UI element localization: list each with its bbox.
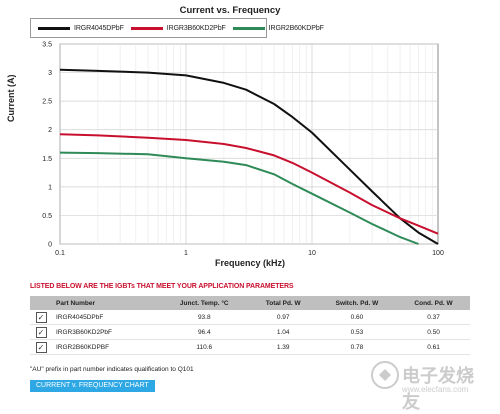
y-tick-label: 0.5 <box>42 213 52 220</box>
table-row: ✓ IRGR2B60KDPBF 110.6 1.39 0.78 0.61 <box>30 339 470 355</box>
part-number-cell: IRGR2B60KDPBF <box>52 339 159 355</box>
chart-legend: IRGR4045DPbF IRGR3B60KD2PbF IRGR2B60KDPb… <box>30 18 324 38</box>
y-tick-label: 2.5 <box>42 99 52 106</box>
y-tick-label: 1.5 <box>42 156 52 163</box>
current-frequency-chart-button[interactable]: CURRENT v. FREQUENCY CHART <box>30 380 155 392</box>
legend-swatch-0 <box>38 26 70 30</box>
legend-label-1: IRGR3B60KD2PbF <box>166 24 226 32</box>
junct-temp-cell: 93.8 <box>158 310 250 325</box>
row-checkbox[interactable]: ✓ <box>35 341 47 353</box>
table-heading: LISTED BELOW ARE THE IGBTs THAT MEET YOU… <box>30 283 294 290</box>
series-line-1 <box>59 133 439 235</box>
x-tick-label: 0.1 <box>55 250 65 257</box>
y-tick-label: 1 <box>48 184 52 191</box>
legend-swatch-2 <box>232 26 265 30</box>
footnote: "AU" prefix in part number indicates qua… <box>30 366 194 373</box>
header-check <box>30 296 52 310</box>
x-tick-label: 1 <box>184 250 188 257</box>
cond-pd-cell: 0.61 <box>397 339 470 355</box>
watermark-icon <box>371 361 399 389</box>
chart-title: Current vs. Frequency <box>179 5 281 16</box>
row-checkbox[interactable]: ✓ <box>35 311 47 323</box>
header-part-number: Part Number <box>52 296 159 310</box>
watermark-text: 电子发烧友 <box>402 366 474 412</box>
table-row: ✓ IRGR4045DPbF 93.8 0.97 0.60 0.37 <box>30 310 470 325</box>
row-check-cell: ✓ <box>30 310 52 325</box>
header-cond-pd: Cond. Pd. W <box>397 296 470 310</box>
y-tick-label: 3 <box>48 70 52 77</box>
part-number-cell: IRGR4045DPbF <box>52 310 159 325</box>
switch-pd-cell: 0.78 <box>316 339 398 355</box>
legend-label-2: IRGR2B60KDPbF <box>268 24 324 32</box>
y-tick-label: 0 <box>48 242 52 249</box>
table-header-row: Part Number Junct. Temp. °C Total Pd. W … <box>30 296 470 310</box>
y-tick-label: 2 <box>48 127 52 134</box>
x-tick-label: 100 <box>432 250 444 257</box>
legend-item-0: IRGR4045DPbF <box>38 25 124 32</box>
header-switch-pd: Switch. Pd. W <box>316 296 398 310</box>
y-tick-label: 3.5 <box>42 42 52 49</box>
y-axis-label: Current (A) <box>6 74 16 123</box>
legend-swatch-1 <box>130 26 163 30</box>
total-pd-cell: 1.39 <box>249 339 317 355</box>
series-line-2 <box>59 151 419 245</box>
row-check-cell: ✓ <box>30 339 52 355</box>
plot-area <box>59 43 439 245</box>
watermark-logo: 电子发烧友 www.elecfans.com <box>370 360 490 412</box>
part-number-cell: IRGR3B60KD2PbF <box>52 324 159 340</box>
switch-pd-cell: 0.60 <box>316 310 398 325</box>
row-check-cell: ✓ <box>30 324 52 340</box>
legend-item-1: IRGR3B60KD2PbF <box>130 24 226 32</box>
header-total-pd: Total Pd. W <box>249 296 317 310</box>
junct-temp-cell: 110.6 <box>158 339 250 355</box>
current-frequency-chart: 0 0.5 1 1.5 2 2.5 3 3.5 0.1 1 10 100 <box>42 42 444 258</box>
legend-item-2: IRGR2B60KDPbF <box>232 24 324 32</box>
watermark-sub: www.elecfans.com <box>402 385 469 394</box>
table-row: ✓ IRGR3B60KD2PbF 96.4 1.04 0.53 0.50 <box>30 324 470 340</box>
switch-pd-cell: 0.53 <box>316 324 398 340</box>
x-tick-label: 10 <box>308 250 316 257</box>
total-pd-cell: 1.04 <box>249 324 317 340</box>
cond-pd-cell: 0.50 <box>397 324 470 340</box>
cond-pd-cell: 0.37 <box>397 310 470 325</box>
total-pd-cell: 0.97 <box>249 310 317 325</box>
legend-label-0: IRGR4045DPbF <box>74 24 124 32</box>
series-line-0 <box>59 68 439 245</box>
header-junct-temp: Junct. Temp. °C <box>158 296 250 310</box>
x-axis-label: Frequency (kHz) <box>215 258 286 268</box>
igbt-table: Part Number Junct. Temp. °C Total Pd. W … <box>30 296 470 355</box>
row-checkbox[interactable]: ✓ <box>35 326 47 338</box>
junct-temp-cell: 96.4 <box>158 324 250 340</box>
